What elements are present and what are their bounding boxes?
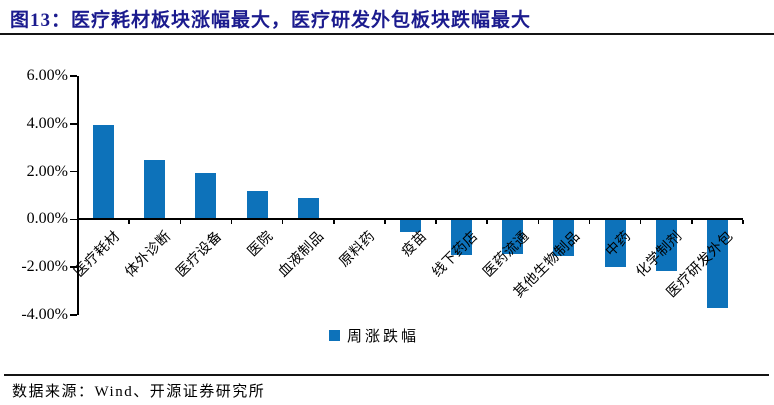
x-axis-tick — [486, 220, 488, 225]
y-axis-tick — [70, 123, 77, 125]
x-axis-tick — [333, 220, 335, 225]
x-axis-tick — [384, 220, 386, 225]
legend-swatch-icon — [329, 330, 340, 341]
y-tick-label: 2.00% — [26, 162, 68, 180]
x-axis-tick — [128, 220, 130, 225]
bar — [706, 220, 728, 308]
y-tick-label: 0.00% — [26, 210, 68, 228]
bar — [451, 220, 473, 256]
bar — [502, 220, 524, 254]
y-axis-tick — [70, 266, 77, 268]
y-axis-tick — [70, 75, 77, 77]
x-axis-tick — [537, 220, 540, 225]
y-tick-label: -2.00% — [21, 258, 68, 276]
x-axis-tick — [179, 220, 182, 225]
x-axis-tick — [435, 220, 437, 225]
y-tick-label: -4.00% — [21, 306, 68, 323]
bar — [144, 159, 166, 220]
y-axis-line — [76, 76, 79, 315]
y-axis-tick — [70, 314, 77, 316]
figure-title: 图13：医疗耗材板块涨幅最大，医疗研发外包板块跌幅最大 — [10, 10, 532, 31]
footer-divider — [4, 374, 769, 376]
x-axis-line — [78, 218, 743, 221]
x-axis-tick — [742, 220, 744, 225]
x-axis-tick — [588, 220, 591, 225]
bar — [195, 172, 217, 220]
y-tick-label: 4.00% — [26, 114, 68, 132]
y-axis-tick — [70, 170, 77, 173]
chart-legend: 周涨跌幅 — [329, 325, 419, 346]
bar — [553, 220, 575, 257]
bar — [400, 220, 421, 233]
x-axis-tick — [639, 220, 642, 225]
bar — [604, 220, 626, 267]
source-note: 数据来源：Wind、开源证券研究所 — [12, 384, 266, 400]
x-axis-tick — [691, 220, 693, 225]
x-axis-tick — [230, 220, 233, 225]
bar — [93, 125, 115, 220]
bar — [297, 197, 319, 220]
title-divider — [0, 33, 774, 35]
bar — [655, 220, 677, 271]
y-tick-label: 6.00% — [26, 67, 68, 84]
legend-label: 周涨跌幅 — [347, 329, 420, 345]
x-axis-tick — [281, 220, 284, 225]
y-axis-tick — [70, 218, 77, 221]
bar — [246, 190, 268, 220]
